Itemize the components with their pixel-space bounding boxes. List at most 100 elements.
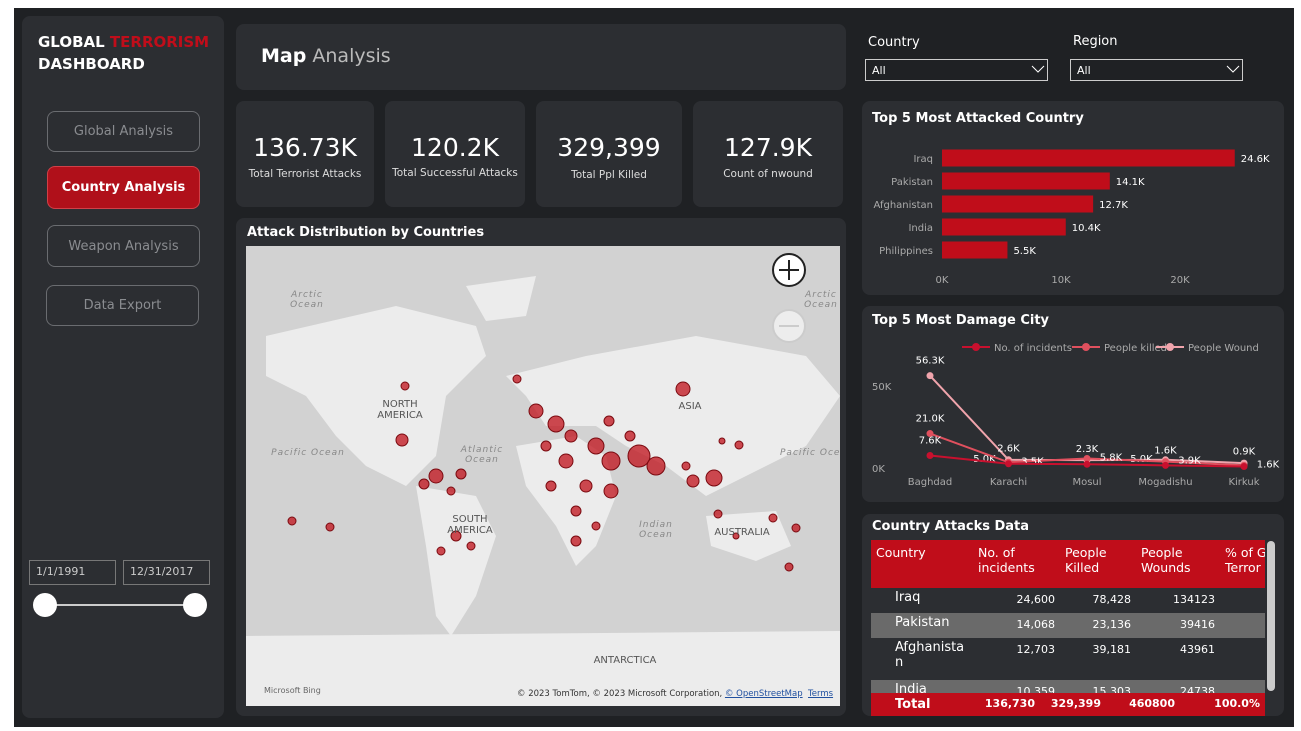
point [926,372,934,380]
kpi-value: 329,399 [557,133,661,162]
x-tick-label: 0K [936,275,949,286]
date-end[interactable]: 12/31/2017 [123,560,210,585]
category-label: Pakistan [891,177,933,188]
table-card [862,514,1284,716]
value-label: 1.6K [1257,459,1280,470]
bar [942,149,1235,167]
map-label: SOUTH AMERICA [447,514,493,536]
table-cell: 134123 [1173,593,1215,606]
map-label: Atlantic Ocean [460,445,504,465]
value-label: 5.5K [1013,246,1036,257]
filter-label: Region [1073,34,1118,49]
map-label: AUSTRALIA [714,527,770,538]
header-bold: Map [261,45,307,67]
map[interactable] [246,246,840,706]
value-label: 12.7K [1099,200,1128,211]
slider-handle[interactable] [183,593,207,617]
table-title: Country Attacks Data [872,519,1030,534]
filter-dropdown[interactable]: All [865,59,1048,81]
header-cell: Country [876,545,926,560]
zoom-in-icon [779,260,799,280]
y-tick-label: 0K [872,464,885,475]
attr: © 2023 TomTom, © 2023 Microsoft Corporat… [517,689,723,699]
chart-title: Top 5 Most Attacked Country [872,111,1084,126]
map-logo: Microsoft Bing [264,686,321,695]
date-start[interactable]: 1/1/1991 [29,560,116,585]
land [246,276,840,706]
map-attribution: © 2023 TomTom, © 2023 Microsoft Corporat… [517,689,833,699]
nav-button[interactable]: Weapon Analysis [47,225,200,267]
legend-label: People Wound [1188,343,1259,354]
slider-handle[interactable] [33,593,57,617]
value-label: 56.3K [916,356,945,367]
total-cell: 460800 [1129,697,1175,710]
value-label: 5.0K [1130,454,1153,465]
value-label: 3.5K [1021,456,1044,467]
map-label: Pacific Ocean [780,448,840,458]
point [926,430,934,438]
map-label: Indian Ocean [639,520,673,540]
category-label: India [908,223,933,234]
table-cell: 39,181 [1092,643,1132,656]
map-label: Arctic Ocean [290,290,324,310]
x-tick-label: Mosul [1072,477,1101,488]
kpi-card: 329,399 Total Ppl Killed [536,101,682,207]
header-row: Country No. of incidents People Killed Peop… [871,540,1265,588]
legend-label: No. of incidents [994,343,1072,354]
map-title: Attack Distribution by Countries [247,225,485,240]
value-label: 5.0K [973,454,996,465]
nav-button[interactable]: Country Analysis [47,166,200,209]
title-c: DASHBOARD [38,55,145,73]
filter-dropdown[interactable]: All [1070,59,1243,81]
point [1005,460,1012,468]
map-label: ANTARCTICA [593,655,657,666]
bar [942,195,1094,213]
value-label: 0.9K [1233,447,1256,458]
value-label: 14.1K [1116,177,1145,188]
table-cell: 12,703 [1016,643,1056,656]
total-row: Total 136,730 329,399 460800 100.0% [871,693,1265,716]
x-tick-label: Kirkuk [1228,477,1259,488]
map-label: Arctic Ocean [804,290,838,310]
bar [942,218,1066,236]
legend-label: People killed [1104,343,1167,354]
x-tick-label: 20K [1170,275,1190,286]
table-cell: 39416 [1180,618,1215,631]
table-cell: Iraq [895,590,921,605]
table-cell: 24,600 [1016,593,1056,606]
bar [942,241,1008,259]
map-label: NORTH AMERICA [377,399,423,421]
osm-link[interactable]: © OpenStreetMap [724,689,803,699]
header-cell: No. of incidents [978,545,1035,575]
map-label: ASIA [678,401,702,412]
table-cell: 78,428 [1092,593,1132,606]
total-cell: 329,399 [1050,697,1101,710]
chart-title: Top 5 Most Damage City [872,313,1050,328]
table-wrap: Country No. of incidents People Killed Peop… [871,540,1265,716]
title-a: GLOBAL [38,33,105,51]
dropdown-arrows [1031,65,1240,73]
table-cell: 14,068 [1016,618,1056,631]
map-label: Pacific Ocean [271,448,345,458]
scrollbar[interactable] [1267,541,1275,691]
header-cell: % of Global Terror [1225,545,1265,575]
nav-button[interactable]: Global Analysis [47,111,200,152]
kpi-value: 136.73K [253,133,357,162]
kpi-value: 127.9K [724,133,812,162]
y-tick-label: 50K [872,382,892,393]
nav-button[interactable]: Data Export [46,285,199,326]
header-rest: Analysis [312,45,391,67]
terms-link[interactable]: Terms [808,689,834,699]
category-label: Afghanistan [873,200,933,211]
table-cell: 23,136 [1092,618,1132,631]
kpi-label: Total Successful Attacks [392,167,518,179]
total-cell: Total [895,697,931,712]
value-label: 1.6K [1154,445,1177,456]
bubbles [287,374,801,572]
title-b: TERRORISM [109,33,210,51]
point [926,452,934,460]
x-tick-label: 10K [1051,275,1071,286]
